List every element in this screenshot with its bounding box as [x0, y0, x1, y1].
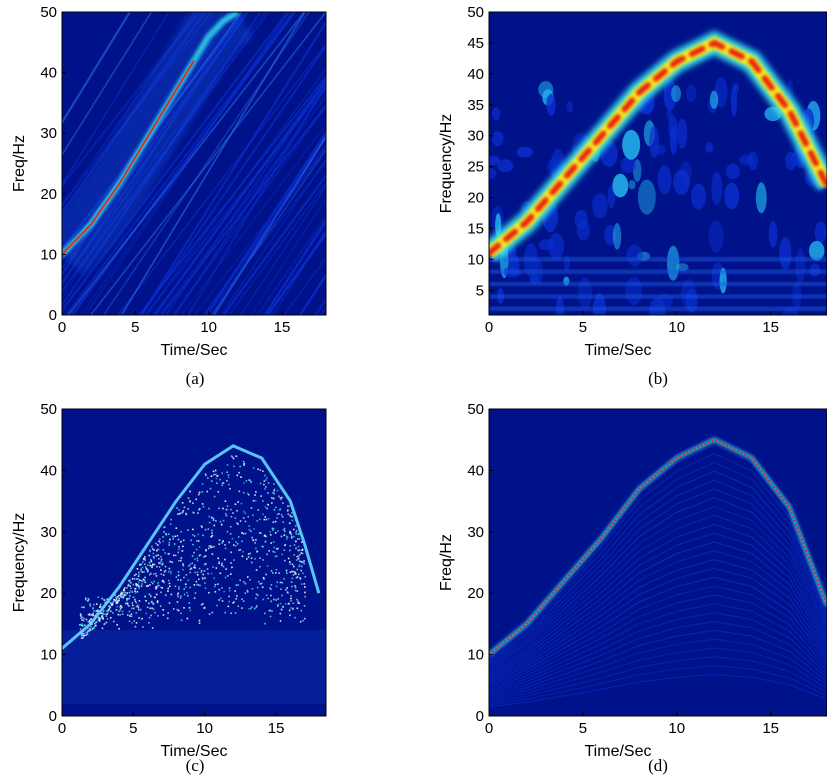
panel-b-xtick-label: 10: [668, 319, 685, 336]
panel-d-plot-area: [489, 409, 827, 716]
panel-b-ytick-label: 5: [476, 282, 484, 299]
panel-b-xtick-label: 5: [579, 319, 587, 336]
panel-d-background: [489, 409, 827, 716]
panel-a-ytick-label: 10: [40, 246, 57, 263]
panel-a-y-axis-label: Freq/Hz: [11, 135, 28, 192]
panel-c-texture: [62, 455, 326, 704]
panel-a-ytick-label: 50: [40, 4, 57, 21]
panel-d-xtick-label: 0: [485, 720, 493, 737]
panel-b-caption: (b): [648, 369, 668, 388]
panel-c-xtick-label: 10: [196, 720, 213, 737]
panel-a-ytick-label: 40: [40, 65, 57, 82]
panel-a-ytick-label: 20: [40, 186, 57, 203]
panel-d-caption: (d): [648, 756, 668, 775]
panel-b-plot-area: [489, 12, 827, 315]
panel-c-ytick-label: 10: [40, 647, 57, 664]
panel-c: 0 5 10 15 0 10 20 30 40 50 Time/Sec Frequency/Hz (c): [11, 401, 327, 775]
panel-b-ytick-label: 20: [467, 190, 484, 207]
panel-c-ytick-label: 40: [40, 462, 57, 479]
panel-c-xtick-label: 5: [129, 720, 137, 737]
panel-a-x-axis-label: Time/Sec: [161, 342, 228, 359]
panel-b-ytick-label: 25: [467, 159, 484, 176]
panel-a-plot-area: [62, 12, 326, 315]
panel-c-caption: (c): [186, 756, 205, 775]
panel-b-y-axis-label: Frequency/Hz: [438, 114, 455, 214]
panel-d-ytick-label: 20: [467, 585, 484, 602]
panel-d-y-axis-label: Freq/Hz: [438, 534, 455, 591]
panel-b-ytick-label: 45: [467, 35, 484, 52]
panel-c-frame: [61, 408, 327, 717]
panel-d-ytick-label: 50: [467, 401, 484, 418]
panel-a-xtick-label: 0: [58, 319, 66, 336]
panel-d-xtick-label: 15: [762, 720, 779, 737]
panel-c-xtick-label: 0: [58, 720, 66, 737]
panel-d-texture: [489, 435, 827, 708]
panel-d-ytick-label: 30: [467, 524, 484, 541]
panel-a-xtick-label: 15: [274, 319, 291, 336]
panel-a-ytick-label: 30: [40, 125, 57, 142]
panel-a-ytick-label: 0: [49, 307, 57, 324]
panel-b-ytick-label: 50: [467, 4, 484, 21]
panel-d-ridge: [489, 438, 827, 656]
panel-a-ridge-peak: [62, 60, 195, 255]
panel-d-ytick-label: 0: [476, 708, 484, 725]
panel-d-x-axis-label: Time/Sec: [585, 743, 652, 760]
panel-d-ytick-label: 10: [467, 647, 484, 664]
panel-b-xtick-label: 0: [485, 319, 493, 336]
panel-c-plot-area: [62, 409, 326, 716]
panel-b-background: [489, 12, 827, 315]
panel-d-xtick-label: 10: [668, 720, 685, 737]
panel-a-xtick-label: 5: [131, 319, 139, 336]
panel-a-frame: [61, 11, 327, 316]
panel-d: 0 5 10 15 0 10 20 30 40 50 Time/Sec Freq/Hz (d): [438, 401, 827, 775]
panel-c-ytick-label: 20: [40, 585, 57, 602]
panel-c-ridge: [62, 444, 321, 650]
panel-b: 0 5 10 15 5 10 15 20 25 30 35 40 45 50 Time/Sec Frequen…: [438, 4, 827, 388]
panel-c-ytick-label: 30: [40, 524, 57, 541]
panel-b-ridge-peak: [489, 39, 827, 257]
panel-b-xtick-label: 15: [762, 319, 779, 336]
panel-d-frame: [488, 408, 827, 717]
panel-b-ytick-label: 30: [467, 128, 484, 145]
panel-c-y-axis-label: Frequency/Hz: [11, 513, 28, 613]
panel-a-xtick-label: 10: [200, 319, 217, 336]
panel-c-x-axis-label: Time/Sec: [161, 743, 228, 760]
panel-b-frame: [488, 11, 827, 316]
panel-b-ytick-label: 15: [467, 220, 484, 237]
panel-c-ytick-label: 50: [40, 401, 57, 418]
panel-c-xtick-label: 15: [268, 720, 285, 737]
panel-b-x-axis-label: Time/Sec: [585, 342, 652, 359]
panel-c-ytick-label: 0: [49, 708, 57, 725]
panel-a: 0 5 10 15 0 10 20 30 40 50 Time/Sec Freq/Hz (a): [11, 4, 327, 388]
panel-b-ytick-label: 10: [467, 251, 484, 268]
panel-d-xtick-label: 5: [579, 720, 587, 737]
panel-d-ytick-label: 40: [467, 462, 484, 479]
panel-a-caption: (a): [186, 369, 205, 388]
panel-b-ytick-label: 40: [467, 66, 484, 83]
panel-b-ytick-label: 35: [467, 97, 484, 114]
